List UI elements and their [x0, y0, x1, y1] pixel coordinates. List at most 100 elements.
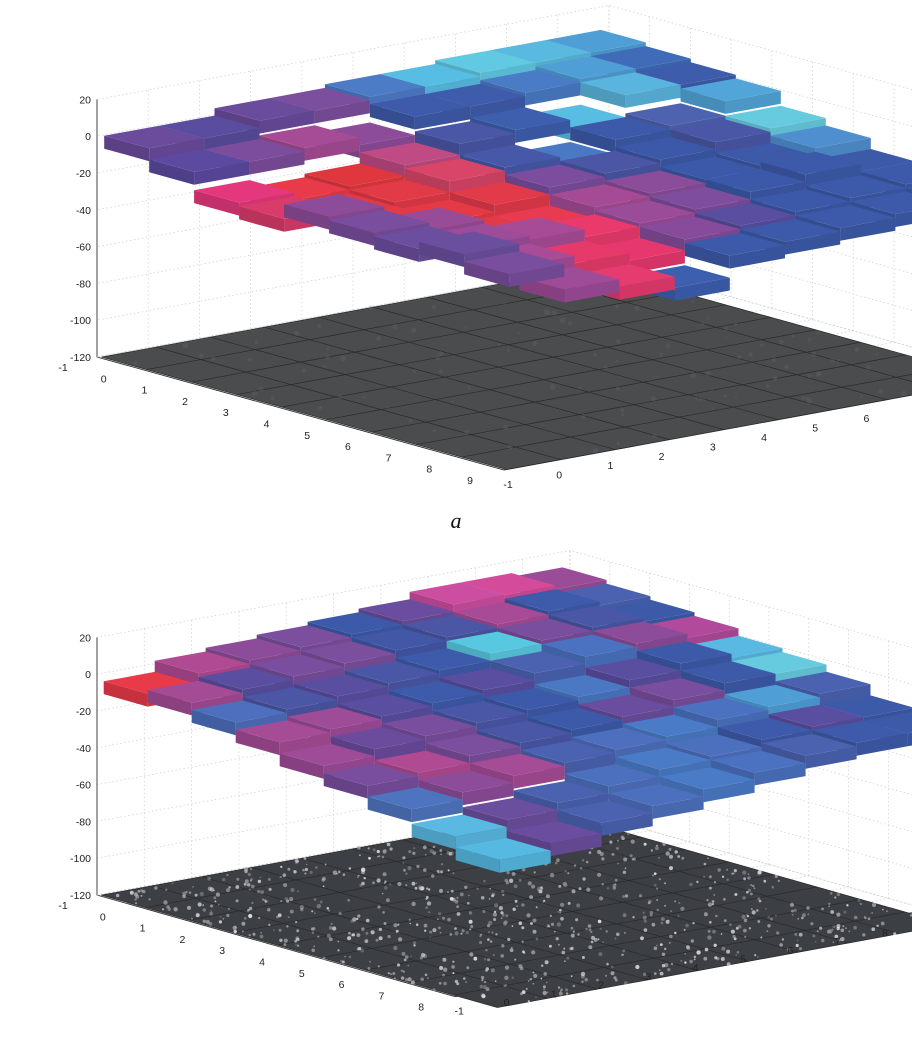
texture-speck	[372, 881, 375, 885]
texture-speck	[249, 879, 253, 882]
bar-top-face	[198, 667, 294, 690]
bar-top-face	[446, 631, 542, 654]
texture-speck	[134, 898, 138, 901]
texture-speck	[529, 978, 533, 981]
texture-speck	[412, 851, 416, 855]
texture-speck	[476, 887, 479, 890]
texture-speck	[425, 906, 429, 909]
texture-speck	[272, 929, 275, 932]
texture-speck	[542, 990, 547, 996]
texture-speck	[711, 903, 715, 906]
texture-speck	[503, 302, 506, 305]
bar-side-face	[359, 152, 405, 178]
bar-top-face	[687, 635, 783, 658]
texture-speck	[459, 892, 464, 897]
texture-speck	[582, 877, 586, 881]
bar-top-face	[761, 734, 857, 756]
texture-speck	[859, 902, 862, 906]
texture-speck	[392, 972, 396, 975]
texture-speck	[432, 428, 437, 433]
bar-front-face	[674, 277, 730, 301]
texture-speck	[461, 929, 465, 933]
texture-speck	[713, 881, 717, 884]
bar-side-face	[455, 847, 500, 873]
texture-speck	[893, 932, 897, 936]
texture-speck	[880, 921, 885, 926]
texture-speck	[133, 361, 138, 366]
texture-speck	[774, 377, 778, 381]
texture-speck	[452, 972, 455, 975]
texture-speck	[696, 950, 701, 955]
texture-speck	[653, 883, 657, 887]
texture-speck	[424, 853, 427, 856]
bar-top-face	[483, 688, 579, 710]
y-tick-label: 8	[882, 927, 888, 939]
texture-speck	[387, 935, 391, 939]
texture-speck	[565, 992, 569, 995]
texture-speck	[356, 933, 361, 937]
bar-top-face	[750, 189, 851, 212]
texture-speck	[225, 888, 231, 893]
texture-speck	[259, 934, 264, 939]
texture-speck	[347, 899, 350, 902]
texture-speck	[429, 849, 434, 854]
texture-speck	[367, 967, 371, 970]
texture-speck	[662, 842, 666, 846]
bar-top-face	[395, 648, 491, 671]
texture-speck	[652, 874, 654, 877]
texture-speck	[794, 932, 798, 936]
bar-side-face	[580, 82, 626, 108]
bar-top-face	[402, 615, 498, 638]
texture-speck	[723, 394, 727, 398]
texture-speck	[705, 370, 711, 377]
texture-speck	[549, 384, 556, 391]
bar-cell	[404, 158, 505, 194]
texture-speck	[757, 870, 762, 875]
base-surface	[101, 812, 912, 1008]
texture-speck	[643, 919, 647, 923]
bar-top-face	[660, 156, 761, 180]
texture-speck	[485, 969, 488, 972]
bar-front-face	[513, 766, 565, 789]
texture-speck	[481, 975, 485, 980]
texture-speck	[751, 910, 756, 915]
base-grid-line	[365, 886, 818, 971]
bar-front-face	[149, 138, 205, 162]
texture-speck	[733, 322, 738, 327]
texture-speck	[791, 334, 795, 338]
texture-speck	[760, 936, 763, 939]
texture-speck	[805, 397, 809, 401]
texture-speck	[714, 956, 718, 960]
texture-speck	[707, 935, 712, 940]
bar-front-face	[304, 137, 360, 161]
texture-speck	[251, 901, 254, 905]
texture-speck	[656, 887, 659, 890]
texture-speck	[547, 925, 551, 928]
texture-speck	[415, 923, 419, 926]
texture-speck	[686, 946, 691, 950]
bar-top-face	[504, 164, 605, 188]
texture-speck	[541, 964, 544, 967]
bar-front-face	[585, 647, 637, 670]
texture-speck	[488, 920, 493, 926]
texture-speck	[490, 968, 495, 973]
texture-speck	[691, 300, 694, 304]
bar-top-face	[805, 175, 906, 198]
texture-speck	[249, 906, 253, 911]
texture-speck	[535, 996, 537, 999]
texture-speck	[482, 909, 486, 914]
bar-front-face	[414, 106, 471, 130]
texture-speck	[348, 931, 351, 935]
bar-front-face	[785, 231, 841, 255]
x-tick-label: 4	[259, 957, 265, 969]
texture-speck	[842, 925, 845, 928]
base-grid-line	[497, 930, 912, 1008]
texture-speck	[313, 945, 316, 948]
texture-speck	[610, 965, 614, 969]
bar-top-face	[439, 668, 535, 690]
texture-speck	[492, 912, 498, 917]
bar-side-face	[414, 131, 460, 157]
texture-speck	[513, 884, 518, 889]
texture-speck	[577, 933, 580, 936]
texture-speck	[244, 869, 248, 874]
